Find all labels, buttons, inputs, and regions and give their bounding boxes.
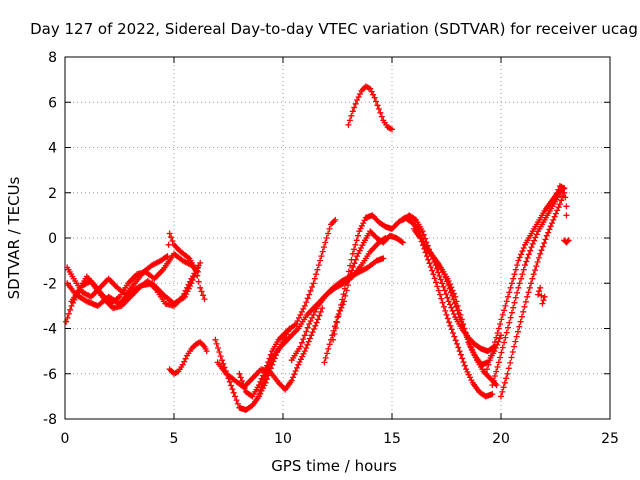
y-tick-label: 0	[48, 231, 57, 247]
data-point-markers	[214, 305, 326, 393]
series-trace-v	[535, 284, 548, 307]
series-trace-u	[552, 183, 570, 219]
data-point-markers	[535, 284, 548, 307]
y-tick-label: 6	[48, 95, 57, 111]
y-tick-label: 2	[48, 186, 57, 202]
data-point-markers	[410, 225, 496, 400]
data-point-markers	[345, 83, 395, 133]
data-point-markers	[166, 339, 210, 377]
x-tick-label: 15	[383, 431, 401, 447]
y-tick-label: 4	[48, 141, 57, 157]
series-trace-e	[166, 339, 210, 377]
series-trace-s	[489, 187, 565, 389]
series-trace-w	[561, 237, 572, 246]
y-tick-label: 8	[48, 50, 57, 66]
data-point-markers	[68, 250, 201, 307]
chart-title: Day 127 of 2022, Sidereal Day-to-day VTE…	[30, 20, 638, 38]
series-trace-o	[410, 225, 496, 400]
axis-tick-labels: 0 5 10 15 20 25 -8 -6 -4 -2 0 2 4 6 8	[43, 50, 619, 447]
y-axis-label: SDTVAR / TECUs	[5, 176, 23, 299]
x-tick-label: 0	[61, 431, 70, 447]
data-point-markers	[489, 187, 565, 389]
y-tick-label: -8	[43, 412, 57, 428]
data-markers	[63, 83, 572, 413]
y-tick-label: -4	[43, 322, 57, 338]
data-point-markers	[321, 228, 406, 366]
y-tick-label: -2	[43, 276, 57, 292]
x-tick-label: 5	[170, 431, 179, 447]
data-point-markers	[498, 189, 568, 400]
series-trace-k	[321, 228, 406, 366]
x-tick-label: 10	[274, 431, 292, 447]
series-trace-j	[288, 235, 389, 364]
x-tick-label: 20	[492, 431, 510, 447]
x-axis-label: GPS time / hours	[271, 457, 397, 475]
y-tick-label: -6	[43, 367, 57, 383]
data-point-markers	[561, 237, 572, 246]
x-tick-label: 25	[601, 431, 619, 447]
series-trace-g	[214, 305, 326, 393]
series-trace-t	[498, 189, 568, 400]
series-trace-d	[68, 250, 201, 307]
data-point-markers	[552, 183, 570, 219]
series-trace-m	[345, 83, 395, 133]
data-point-markers	[288, 235, 389, 364]
